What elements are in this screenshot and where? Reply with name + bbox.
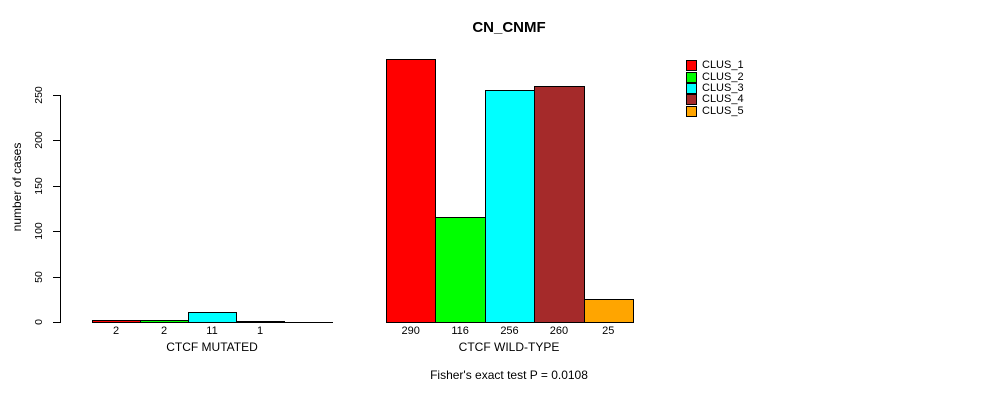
bar-value-label: 11: [206, 325, 218, 337]
bar-value-label: 116: [451, 325, 469, 337]
y-axis-tick: [53, 276, 60, 278]
x-group-label-ctcf-mutated: CTCF MUTATED: [166, 340, 258, 354]
legend-label: CLUS_1: [702, 59, 744, 72]
bar-value-label: 290: [401, 325, 420, 337]
bar-clus_4-group1: [236, 321, 285, 323]
chart-title: CN_CNMF: [472, 19, 546, 36]
y-axis-tick: [53, 231, 60, 233]
legend-label: CLUS_2: [702, 70, 744, 83]
bar-clus_3-group2: [484, 90, 536, 323]
bar-clus_5-group1: [284, 322, 333, 323]
bar-clus_2-group1: [140, 320, 189, 323]
legend-color-swatch: [686, 60, 697, 72]
y-axis-tick-label: 50: [33, 270, 45, 283]
y-axis-tick-label: 250: [33, 86, 45, 104]
legend: CLUS_1 CLUS_2 CLUS_3 CLUS_4 CLUS_5: [686, 60, 744, 117]
legend-item-clus_1: CLUS_1: [686, 59, 744, 72]
y-axis-tick-label: 100: [33, 222, 45, 240]
bar-clus_1-group2: [386, 59, 437, 323]
bar-value-label: 1: [256, 325, 264, 337]
bar-value-label: 260: [549, 325, 569, 337]
legend-item-clus_5: CLUS_5: [686, 104, 744, 117]
legend-color-swatch: [686, 71, 697, 83]
y-axis-tick-label: 150: [33, 177, 45, 195]
bar-value-label: 25: [602, 325, 615, 337]
legend-label: CLUS_5: [702, 104, 744, 117]
y-axis-tick-label: 0: [33, 319, 45, 325]
legend-label: CLUS_3: [702, 81, 744, 94]
y-axis-line: [60, 95, 61, 323]
legend-color-swatch: [686, 94, 697, 106]
bar-clus_2-group2: [435, 217, 486, 323]
bar-value-label: 2: [160, 325, 168, 337]
bar-clus_4-group2: [534, 86, 585, 323]
legend-label: CLUS_4: [702, 93, 744, 106]
fisher-test-annotation: Fisher's exact test P = 0.0108: [430, 368, 588, 382]
y-axis-tick: [53, 95, 60, 96]
legend-item-clus_4: CLUS_4: [686, 93, 744, 106]
y-axis-tick: [53, 185, 60, 187]
bar-clus_3-group1: [188, 312, 237, 323]
bar-value-label: 256: [500, 325, 519, 337]
legend-color-swatch: [686, 105, 697, 117]
y-axis-tick-label: 200: [33, 131, 45, 150]
y-axis-tick: [53, 322, 60, 323]
y-axis-tick: [53, 140, 60, 142]
legend-item-clus_3: CLUS_3: [686, 81, 744, 94]
bar-value-label: 2: [112, 325, 120, 337]
x-group-label-ctcf-wild-type: CTCF WILD-TYPE: [458, 340, 560, 354]
legend-item-clus_2: CLUS_2: [686, 70, 744, 83]
y-axis-label: number of cases: [10, 142, 24, 232]
bar-clus_1-group1: [92, 320, 141, 323]
bar-clus_5-group2: [583, 299, 634, 323]
legend-color-swatch: [686, 82, 697, 94]
